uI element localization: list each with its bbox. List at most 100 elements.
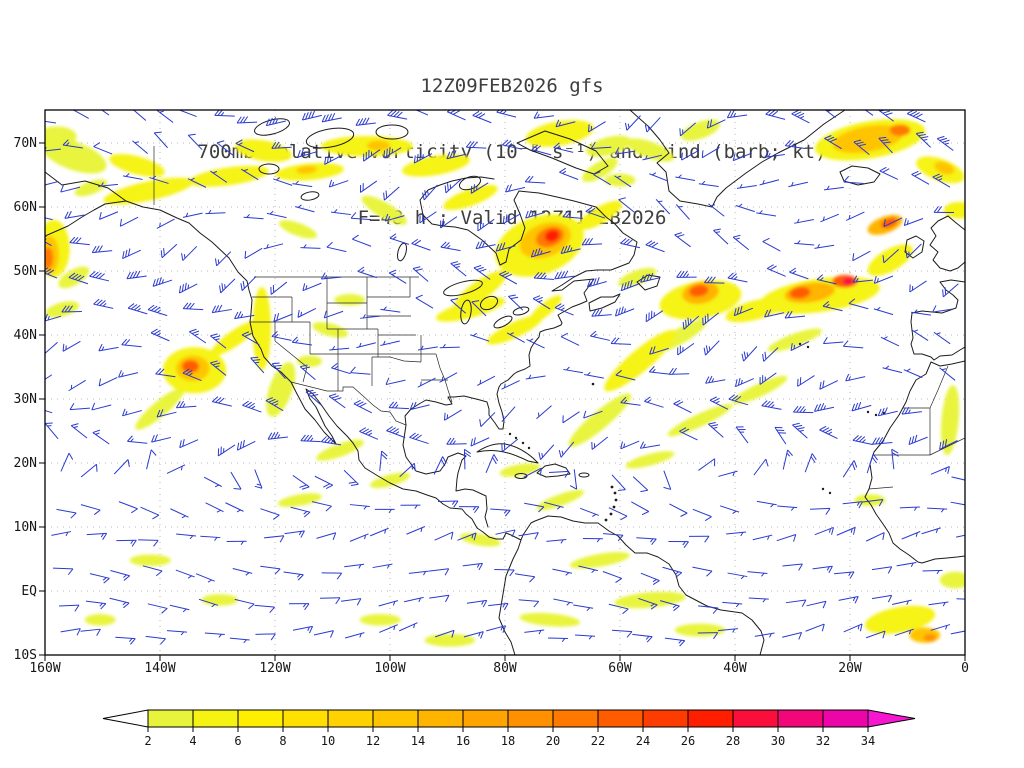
vorticity-blob: [767, 328, 822, 352]
cape-verde-islands: [821, 487, 832, 495]
wind-barb: [903, 368, 923, 379]
wind-barb: [302, 282, 322, 292]
wind-barb: [399, 622, 418, 632]
wind-barb: [819, 425, 838, 440]
wind-barb: [655, 198, 671, 215]
wind-barb: [349, 533, 369, 542]
vorticity-blob: [369, 472, 411, 489]
wind-barb: [250, 356, 265, 374]
coastline-central-america-caribbean: [402, 424, 489, 528]
vorticity-blob: [181, 359, 200, 373]
wind-barb: [60, 184, 81, 193]
wind-barb: [386, 426, 406, 439]
wind-barb: [555, 119, 576, 128]
wind-barb: [501, 406, 516, 422]
colorbar-segment: [732, 709, 779, 728]
wind-barb: [618, 197, 635, 213]
wind-barb: [891, 599, 912, 606]
wind-barb: [921, 527, 941, 535]
wind-barb: [668, 367, 690, 375]
wind-barb: [465, 141, 487, 149]
wind-barb: [648, 366, 670, 375]
wind-barb: [675, 204, 690, 220]
wind-barb: [138, 539, 159, 547]
wind-barb: [732, 152, 752, 162]
wind-barb: [853, 139, 870, 155]
wind-barb: [477, 218, 495, 232]
wind-barb: [526, 338, 545, 349]
vorticity-blob: [443, 184, 498, 210]
wind-barb: [326, 241, 347, 253]
wind-barb: [475, 240, 496, 250]
wind-barb: [562, 210, 583, 219]
wind-barb: [240, 275, 257, 291]
wind-barb: [187, 177, 207, 188]
wind-barb: [942, 283, 959, 298]
wind-barb: [602, 571, 623, 583]
colorbar-tick-label: 4: [189, 734, 196, 748]
wind-barb: [834, 571, 855, 579]
wind-barb: [782, 631, 803, 640]
colorbar-segment: [372, 709, 419, 728]
wind-barb: [583, 410, 603, 419]
lat-tick-label: 70N: [14, 136, 37, 151]
colorbar-segment: [462, 709, 509, 728]
vorticity-blob: [277, 493, 322, 508]
wind-barb: [546, 538, 567, 544]
wind-barb: [514, 573, 536, 583]
wind-barb: [882, 365, 903, 374]
wind-barb: [344, 563, 365, 569]
wind-barb: [765, 110, 786, 120]
wind-barb: [329, 345, 350, 351]
wind-barb: [822, 336, 844, 345]
wind-barb: [727, 572, 748, 580]
wind-barb: [297, 149, 318, 158]
vorticity-blob: [568, 393, 632, 447]
wind-barb: [149, 175, 169, 184]
lake-michigan: [460, 299, 472, 325]
wind-barb: [437, 500, 459, 508]
wind-barb: [753, 458, 769, 476]
wind-barb: [838, 596, 859, 604]
wind-barb: [664, 637, 686, 647]
wind-barb: [631, 501, 650, 516]
wind-barb: [640, 572, 660, 586]
vorticity-blob: [361, 195, 407, 225]
wind-barb: [383, 147, 402, 159]
wind-barb: [675, 174, 696, 181]
vorticity-blob: [334, 294, 366, 306]
wind-barb: [610, 337, 632, 345]
wind-barb: [360, 314, 381, 319]
wind-barb: [350, 366, 371, 375]
wind-barb: [563, 366, 584, 374]
wind-barb: [877, 407, 898, 417]
wind-barb: [842, 340, 864, 349]
wind-barb: [263, 535, 285, 543]
wind-barb: [417, 345, 438, 351]
wind-barb: [109, 597, 130, 609]
wind-barb: [791, 110, 810, 124]
wind-barb: [166, 464, 186, 474]
wind-barb: [236, 116, 258, 124]
wind-barb: [344, 632, 365, 639]
vorticity-blob: [725, 297, 785, 323]
wind-barb: [45, 180, 59, 186]
wind-barb: [236, 439, 256, 451]
wind-barb: [69, 403, 90, 411]
wind-barb: [243, 213, 264, 220]
wind-barb: [200, 535, 221, 541]
wind-barb: [116, 539, 137, 547]
wind-barb: [323, 310, 344, 319]
wind-barb: [533, 111, 554, 119]
wind-barb: [300, 434, 321, 443]
wind-barb: [788, 181, 809, 188]
wind-barb: [440, 216, 458, 229]
wind-barb: [620, 279, 641, 292]
wind-barb: [98, 377, 118, 387]
wind-barb: [559, 167, 579, 180]
wind-barb: [752, 534, 773, 541]
wind-barb: [413, 152, 433, 164]
coastline-south-america-north: [520, 515, 765, 655]
wind-barb: [845, 211, 865, 221]
wind-barb: [372, 563, 393, 569]
